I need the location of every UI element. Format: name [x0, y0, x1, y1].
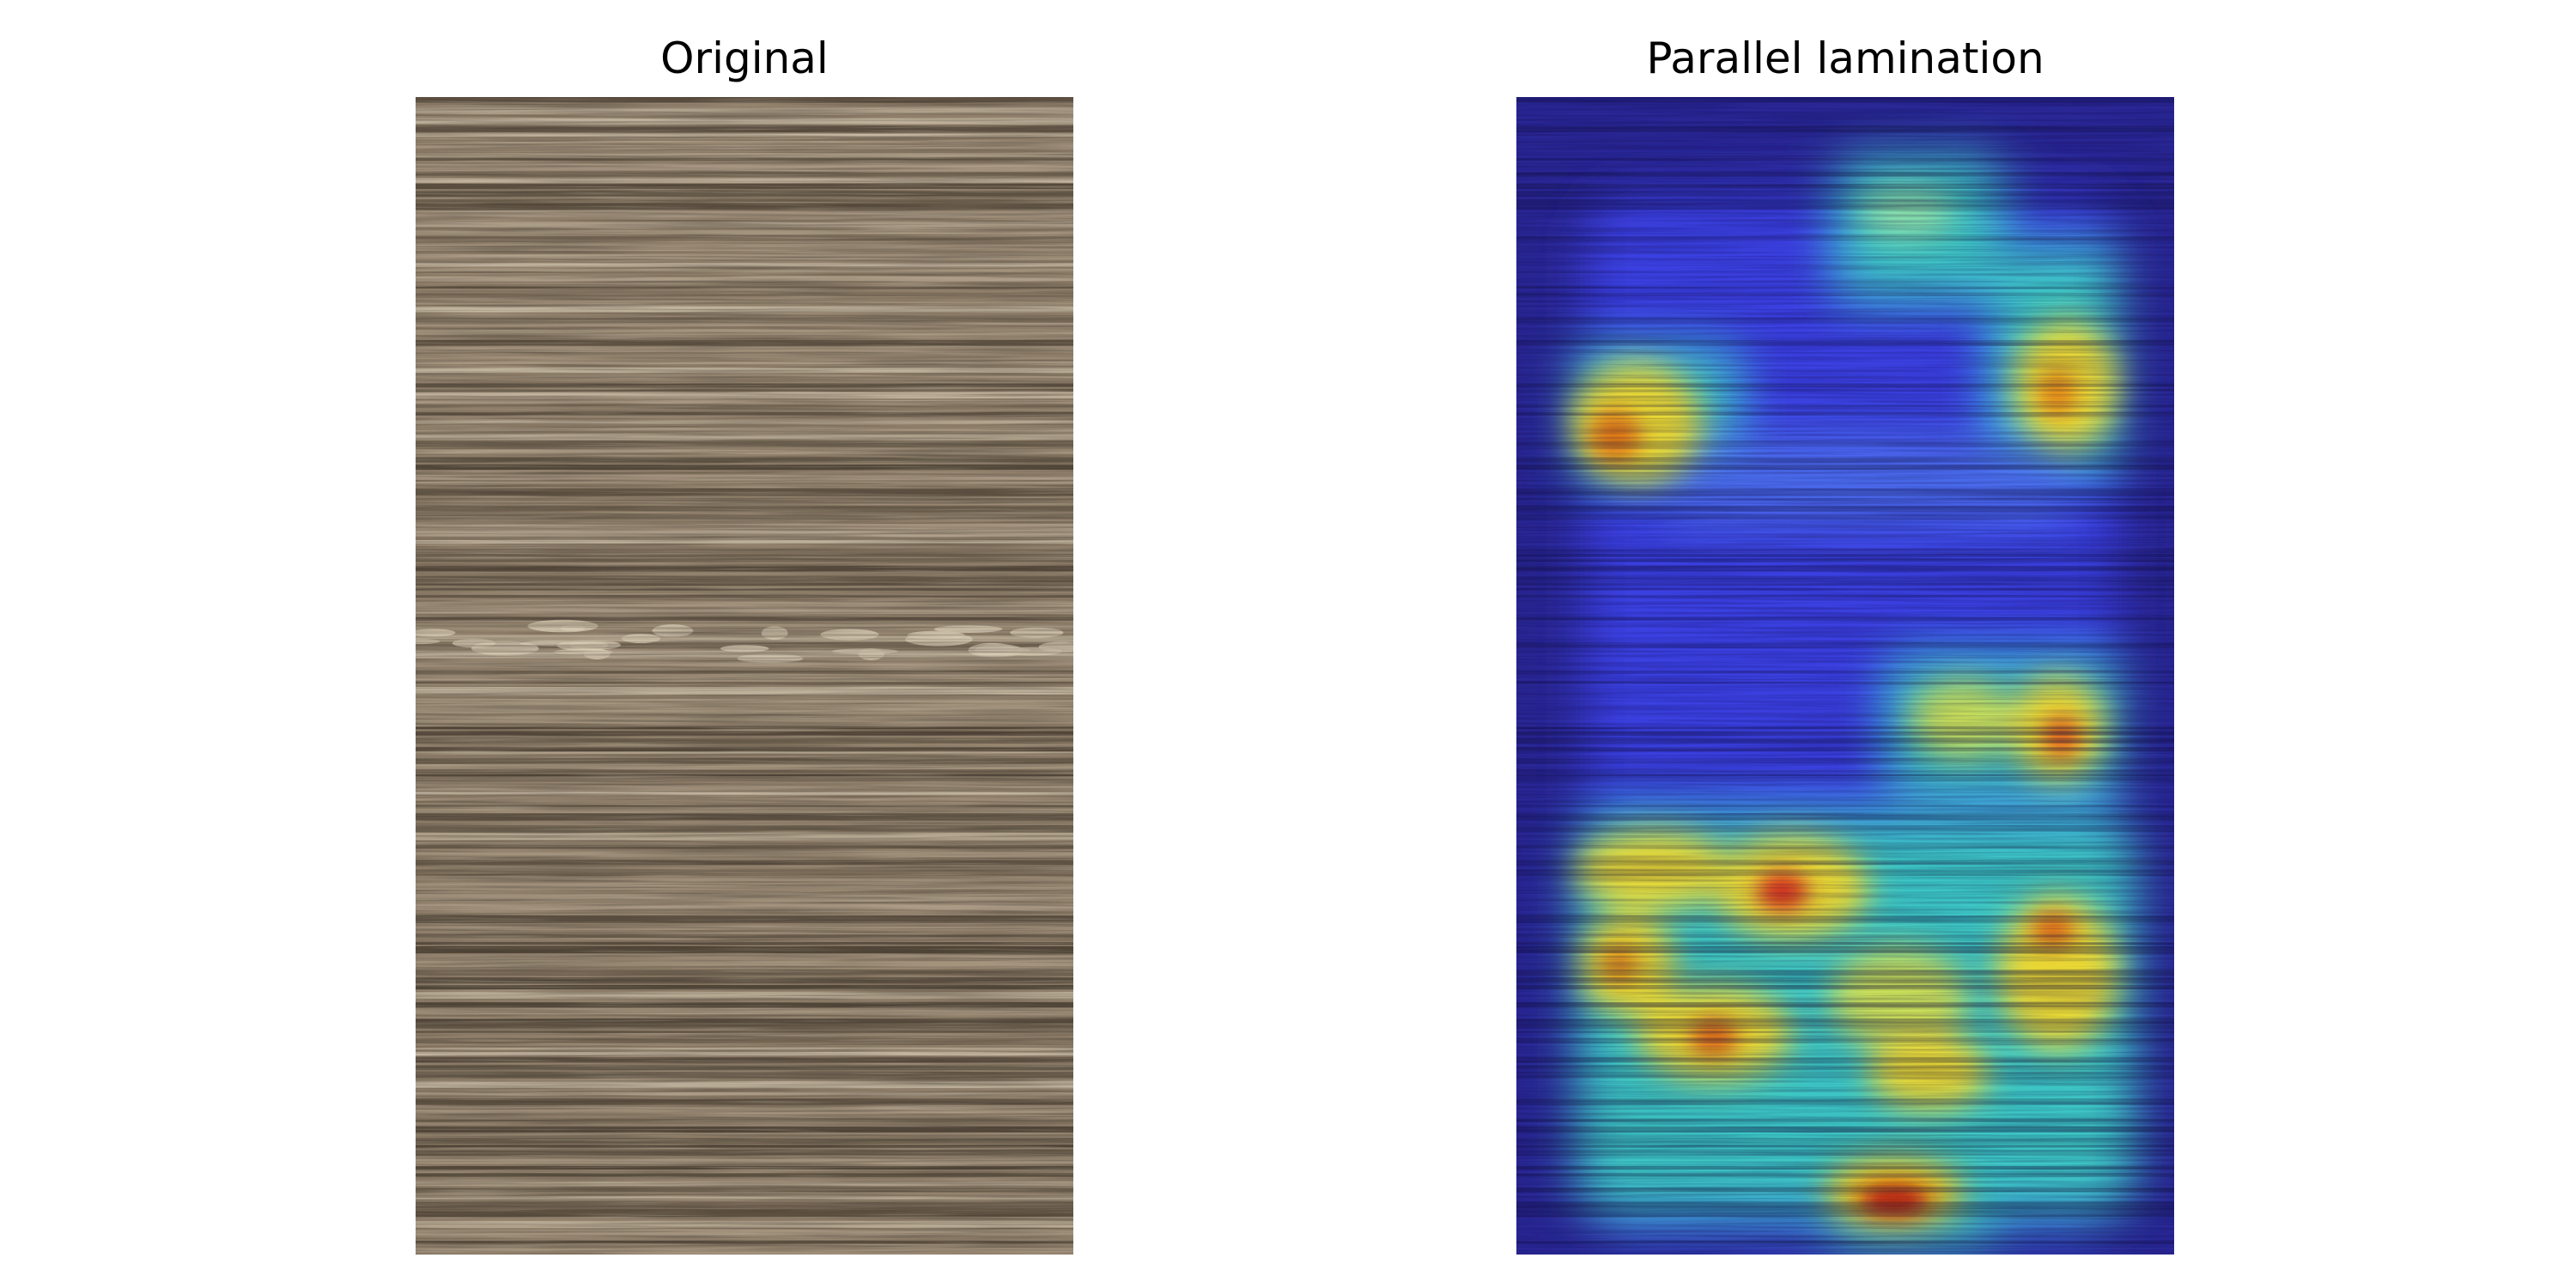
original-core-image — [416, 97, 1073, 1255]
rock-grain-light — [416, 97, 1073, 1255]
overlay-grain — [1516, 97, 2174, 1255]
heatmap-svg — [1516, 97, 2174, 1255]
panel-title-original: Original — [660, 33, 829, 83]
panel-title-parallel-lamination: Parallel lamination — [1646, 33, 2044, 83]
heatmap-overlay-image — [1516, 97, 2174, 1255]
original-core-svg — [416, 97, 1073, 1255]
